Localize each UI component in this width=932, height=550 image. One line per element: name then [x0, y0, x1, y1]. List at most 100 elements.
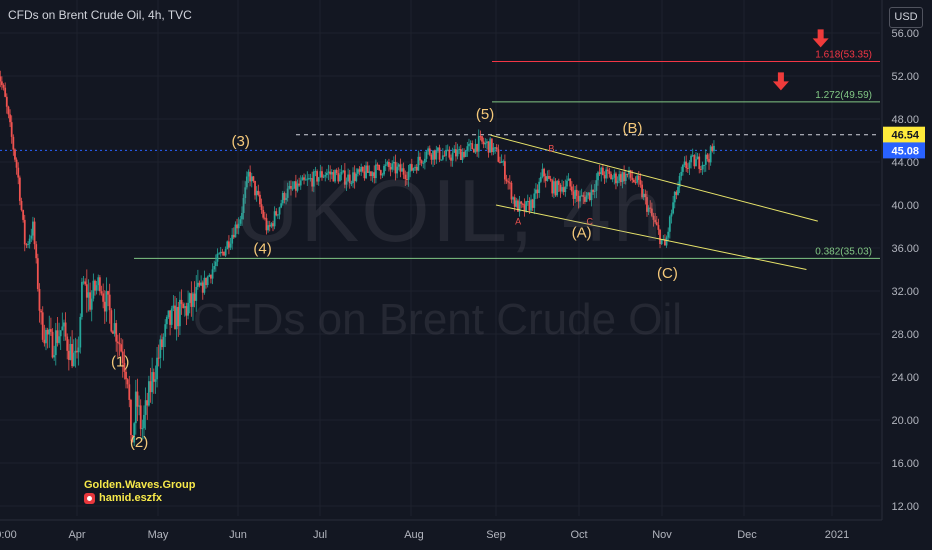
- candle-body: [572, 191, 575, 199]
- candle-body: [642, 193, 645, 198]
- candle-body: [72, 352, 75, 367]
- candle-body: [228, 241, 230, 248]
- candle-body: [82, 281, 85, 283]
- candle-body: [445, 150, 448, 156]
- candle-body: [28, 238, 31, 244]
- candle-body: [247, 171, 250, 177]
- candle-body: [143, 414, 145, 429]
- candle-body: [515, 200, 518, 207]
- fib-level-label: 1.618(53.35): [815, 49, 872, 60]
- candle-body: [401, 168, 403, 172]
- candle-body: [138, 405, 140, 407]
- author-handle: hamid.eszfx: [99, 492, 162, 504]
- candle-body: [678, 176, 681, 187]
- candle-body: [18, 177, 21, 201]
- candle-body: [273, 211, 276, 227]
- candle-body: [161, 339, 163, 348]
- candle-body: [633, 179, 635, 183]
- candle-body: [90, 298, 93, 310]
- candle-body: [412, 168, 415, 171]
- y-tick-label: 56.00: [891, 28, 919, 40]
- candle-body: [683, 161, 686, 165]
- candle-body: [670, 213, 673, 217]
- candle-body: [291, 188, 294, 190]
- candle-body: [265, 218, 268, 231]
- x-axis: 0:00 Apr May Jun Jul Aug Sep Oct Nov Dec 2021: [0, 519, 882, 541]
- candle-body: [183, 306, 186, 308]
- candle-body: [343, 170, 346, 185]
- currency-button[interactable]: USD: [889, 7, 923, 28]
- candle-body: [257, 190, 260, 195]
- x-tick-label: 0:00: [0, 529, 17, 541]
- candle-body: [239, 219, 242, 224]
- candle-body: [699, 168, 702, 170]
- candle-body: [5, 96, 8, 107]
- x-tick-label: Jun: [229, 529, 247, 541]
- candle-body: [56, 330, 59, 343]
- candle-body: [115, 323, 118, 342]
- candle-body: [688, 162, 691, 169]
- candle-body: [136, 391, 139, 407]
- candle-body: [577, 195, 580, 202]
- candle-body: [606, 169, 609, 172]
- candle-body: [190, 293, 193, 307]
- candle-body: [672, 202, 675, 214]
- candle-body: [469, 143, 472, 145]
- x-tick-label: 2021: [825, 529, 849, 541]
- candle-body: [691, 155, 694, 157]
- candle-body: [276, 214, 279, 216]
- candle-body: [585, 195, 588, 202]
- candle-body: [618, 174, 621, 181]
- candle-body: [446, 149, 449, 151]
- candle-body: [306, 178, 309, 180]
- wave-label: (4): [253, 240, 271, 257]
- candle-body: [182, 303, 185, 308]
- candle-body: [322, 176, 325, 178]
- candle-body: [619, 174, 622, 183]
- candle-body: [2, 85, 5, 88]
- candle-body: [330, 172, 333, 175]
- wave-label: (5): [476, 106, 494, 123]
- candle-body: [520, 201, 523, 204]
- candle-body: [383, 165, 385, 175]
- candle-body: [711, 146, 714, 151]
- candle-body: [487, 141, 490, 153]
- candle-body: [690, 155, 692, 163]
- candle-body: [650, 208, 653, 216]
- price-label: 46.54: [891, 130, 919, 142]
- candle-body: [311, 178, 314, 187]
- candle-body: [214, 261, 217, 266]
- candle-body: [611, 177, 614, 180]
- candle-body: [510, 182, 513, 200]
- candle-body: [482, 141, 485, 145]
- candle-body: [392, 161, 395, 164]
- candle-body: [675, 191, 678, 195]
- candle-body: [327, 171, 330, 173]
- candle-body: [417, 156, 420, 171]
- candle-body: [637, 175, 640, 180]
- candle-body: [67, 350, 70, 360]
- candle-body: [144, 400, 147, 415]
- candle-body: [657, 225, 660, 230]
- candle-body: [164, 324, 167, 337]
- candle-body: [317, 177, 320, 182]
- candle-body: [76, 350, 78, 353]
- wave-label: (B): [623, 120, 643, 137]
- candle-body: [704, 154, 707, 165]
- candle-body: [9, 114, 11, 123]
- candle-body: [539, 176, 542, 182]
- candle-body: [224, 249, 227, 256]
- candle-body: [85, 284, 88, 298]
- candle-body: [477, 136, 480, 152]
- wave-label: A: [515, 216, 521, 226]
- candle-body: [213, 265, 216, 270]
- candle-body: [59, 330, 62, 337]
- candle-body: [298, 183, 301, 186]
- candle-body: [696, 156, 699, 160]
- candle-body: [518, 201, 521, 212]
- author-signature: Golden.Waves.Group hamid.eszfx: [84, 479, 195, 504]
- candle-body: [157, 357, 160, 359]
- candle-body: [185, 306, 188, 316]
- candle-body: [126, 379, 129, 385]
